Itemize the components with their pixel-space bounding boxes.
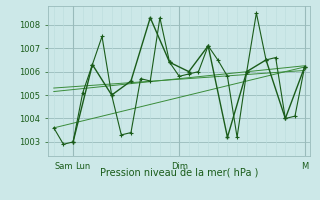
X-axis label: Pression niveau de la mer( hPa ): Pression niveau de la mer( hPa ) (100, 167, 258, 177)
Text: Lun: Lun (75, 162, 90, 171)
Text: Dim: Dim (171, 162, 188, 171)
Text: M: M (301, 162, 308, 171)
Text: Sam: Sam (54, 162, 73, 171)
